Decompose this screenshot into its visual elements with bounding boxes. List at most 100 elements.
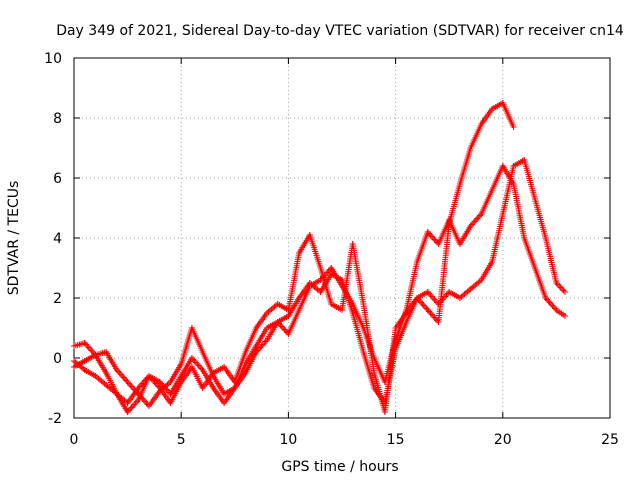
data-point — [103, 349, 110, 355]
x-tick-label: 25 — [601, 432, 619, 448]
data-point — [296, 295, 303, 301]
data-point — [71, 343, 77, 349]
y-tick-label: 8 — [53, 111, 62, 127]
data-series — [71, 100, 568, 415]
data-point — [489, 259, 496, 265]
data-point — [135, 397, 142, 403]
data-point — [478, 121, 485, 127]
data-point — [339, 283, 345, 289]
data-point — [349, 301, 356, 307]
data-point — [478, 277, 485, 283]
data-point — [156, 379, 163, 385]
data-point — [167, 379, 174, 385]
data-point — [561, 289, 568, 295]
data-point — [467, 223, 474, 229]
data-point — [328, 265, 335, 271]
data-point — [124, 409, 131, 415]
data-point — [296, 307, 303, 313]
data-point — [478, 211, 485, 217]
data-point — [253, 343, 260, 349]
data-point — [489, 106, 496, 112]
data-point — [199, 349, 206, 355]
chart-title: Day 349 of 2021, Sidereal Day-to-day VTE… — [56, 23, 624, 39]
x-tick-label: 15 — [387, 432, 405, 448]
data-point — [435, 241, 442, 247]
data-point — [435, 319, 442, 325]
data-point — [221, 400, 228, 406]
data-point — [306, 283, 313, 289]
data-point — [263, 310, 270, 316]
data-point — [178, 361, 185, 367]
data-point — [92, 373, 99, 379]
data-point — [221, 364, 228, 370]
data-point — [414, 295, 421, 301]
data-point — [124, 400, 131, 406]
series-track-b — [71, 157, 568, 409]
data-point — [103, 382, 110, 388]
data-point — [156, 388, 163, 394]
x-tick-label: 0 — [70, 432, 79, 448]
data-point — [371, 370, 378, 376]
data-point — [349, 310, 356, 316]
data-point — [371, 385, 378, 391]
data-point — [456, 181, 463, 187]
x-tick-label: 20 — [494, 432, 512, 448]
y-axis-label: SDTVAR / TECUs — [6, 181, 22, 296]
data-point — [328, 301, 335, 307]
data-point — [446, 289, 453, 295]
data-point — [499, 163, 506, 169]
x-tick-label: 5 — [177, 432, 186, 448]
data-point — [306, 232, 313, 238]
data-point — [456, 241, 463, 247]
data-point — [274, 301, 281, 307]
data-point — [71, 364, 77, 370]
data-point — [467, 145, 474, 151]
data-point — [135, 385, 142, 391]
data-point — [381, 409, 388, 415]
data-point — [263, 325, 270, 331]
data-point — [510, 181, 517, 187]
data-point — [231, 385, 238, 391]
y-tick-label: 0 — [53, 351, 62, 367]
data-point — [285, 313, 292, 319]
data-point — [242, 370, 249, 376]
data-point — [167, 391, 174, 397]
data-point — [188, 355, 195, 361]
data-point — [339, 307, 345, 313]
data-point — [553, 280, 560, 286]
series-track-c — [71, 163, 568, 406]
data-point — [360, 301, 367, 307]
data-point — [424, 289, 431, 295]
data-point — [167, 400, 174, 406]
data-point — [210, 385, 217, 391]
data-point — [317, 289, 324, 295]
data-point — [92, 352, 99, 358]
data-point — [499, 211, 506, 217]
y-tick-label: 4 — [53, 231, 62, 247]
data-point — [360, 325, 367, 331]
data-point — [188, 364, 195, 370]
data-point — [381, 379, 388, 385]
data-point — [81, 367, 88, 373]
data-point — [146, 373, 153, 379]
data-point — [81, 340, 88, 346]
data-point — [542, 295, 549, 301]
data-point — [553, 307, 560, 313]
data-point — [371, 355, 378, 361]
x-tick-label: 10 — [279, 432, 297, 448]
y-tick-label: 10 — [44, 51, 62, 67]
data-point — [360, 349, 367, 355]
data-point — [146, 403, 153, 409]
series-markers — [71, 163, 568, 406]
data-point — [317, 265, 324, 271]
data-point — [253, 325, 260, 331]
data-point — [188, 325, 195, 331]
data-point — [561, 313, 568, 319]
data-point — [446, 217, 453, 223]
data-point — [424, 307, 431, 313]
data-point — [242, 349, 249, 355]
data-point — [210, 373, 217, 379]
data-point — [489, 187, 496, 193]
data-point — [456, 295, 463, 301]
